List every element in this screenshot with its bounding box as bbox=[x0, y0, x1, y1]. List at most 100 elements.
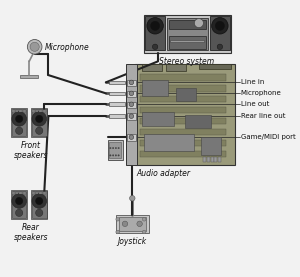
Circle shape bbox=[16, 197, 23, 205]
Bar bbox=[43, 192, 46, 194]
Bar bbox=[127, 113, 136, 120]
Bar bbox=[16, 110, 18, 112]
Circle shape bbox=[36, 197, 43, 205]
Bar bbox=[20, 75, 38, 78]
Circle shape bbox=[32, 194, 46, 208]
Bar bbox=[39, 192, 42, 194]
Bar bbox=[11, 108, 27, 137]
Circle shape bbox=[27, 40, 42, 54]
Text: Stereo system: Stereo system bbox=[160, 57, 214, 66]
Circle shape bbox=[36, 115, 43, 122]
Bar bbox=[169, 20, 206, 29]
Bar bbox=[210, 16, 230, 50]
Circle shape bbox=[36, 127, 43, 134]
Bar bbox=[127, 102, 136, 108]
Bar bbox=[127, 80, 136, 86]
Bar bbox=[167, 18, 208, 50]
Bar bbox=[144, 15, 231, 53]
Bar bbox=[185, 115, 211, 128]
Circle shape bbox=[115, 147, 117, 149]
Text: Front
speakers: Front speakers bbox=[14, 141, 48, 160]
Bar bbox=[140, 74, 226, 81]
Bar bbox=[140, 140, 226, 146]
Bar bbox=[32, 191, 46, 218]
Bar bbox=[12, 191, 26, 218]
Circle shape bbox=[129, 114, 134, 119]
Text: Rear
speakers: Rear speakers bbox=[14, 223, 48, 242]
Bar bbox=[203, 157, 206, 162]
Bar bbox=[176, 88, 196, 101]
Text: Microphone: Microphone bbox=[241, 90, 282, 96]
Bar bbox=[32, 192, 35, 194]
Bar bbox=[218, 157, 221, 162]
Circle shape bbox=[215, 21, 224, 30]
Text: Joystick: Joystick bbox=[118, 237, 147, 246]
Bar bbox=[169, 36, 206, 49]
Bar bbox=[211, 157, 214, 162]
Bar bbox=[12, 192, 15, 194]
Circle shape bbox=[116, 230, 119, 234]
Circle shape bbox=[151, 21, 160, 30]
Circle shape bbox=[152, 44, 158, 50]
Circle shape bbox=[194, 19, 203, 28]
Bar bbox=[19, 110, 22, 112]
Bar bbox=[110, 91, 125, 95]
Text: Line in: Line in bbox=[241, 79, 264, 85]
Circle shape bbox=[36, 209, 43, 217]
Circle shape bbox=[112, 147, 114, 149]
Bar bbox=[140, 96, 226, 102]
Bar bbox=[166, 64, 186, 71]
Bar bbox=[31, 108, 47, 137]
Bar bbox=[110, 114, 125, 118]
Circle shape bbox=[16, 127, 23, 134]
Circle shape bbox=[129, 135, 134, 139]
Bar bbox=[201, 137, 221, 155]
Text: Rear line out: Rear line out bbox=[241, 113, 285, 119]
Bar bbox=[32, 110, 35, 112]
Circle shape bbox=[137, 221, 142, 227]
Bar bbox=[43, 110, 46, 112]
Bar bbox=[36, 110, 38, 112]
Circle shape bbox=[217, 44, 223, 50]
Circle shape bbox=[110, 147, 111, 149]
Circle shape bbox=[212, 18, 228, 34]
Circle shape bbox=[122, 221, 128, 227]
Bar bbox=[11, 190, 27, 219]
Bar bbox=[140, 151, 226, 157]
Text: Audio adapter: Audio adapter bbox=[137, 169, 191, 178]
Bar bbox=[127, 91, 136, 97]
Bar bbox=[144, 134, 194, 151]
Bar bbox=[140, 85, 226, 91]
Bar bbox=[23, 110, 26, 112]
Bar bbox=[127, 134, 136, 141]
Bar bbox=[23, 192, 26, 194]
Circle shape bbox=[142, 217, 146, 221]
Bar bbox=[140, 129, 226, 135]
Bar bbox=[116, 215, 149, 233]
Circle shape bbox=[118, 147, 119, 149]
Bar bbox=[207, 157, 210, 162]
Circle shape bbox=[129, 80, 134, 85]
Text: Game/MIDI port: Game/MIDI port bbox=[241, 134, 296, 140]
Circle shape bbox=[30, 42, 39, 51]
Circle shape bbox=[12, 194, 26, 208]
Bar bbox=[142, 64, 162, 71]
Bar bbox=[140, 107, 226, 113]
Bar bbox=[32, 109, 46, 136]
Circle shape bbox=[129, 91, 134, 96]
Text: Line out: Line out bbox=[241, 101, 269, 107]
Bar bbox=[110, 142, 121, 158]
Circle shape bbox=[130, 196, 135, 201]
Text: Microphone: Microphone bbox=[45, 43, 89, 52]
Bar bbox=[110, 81, 125, 84]
Bar bbox=[12, 110, 15, 112]
Bar bbox=[142, 112, 174, 126]
Circle shape bbox=[115, 155, 117, 156]
Bar bbox=[110, 102, 125, 106]
Circle shape bbox=[16, 115, 23, 122]
Bar bbox=[108, 140, 123, 160]
Bar bbox=[126, 64, 137, 165]
Bar bbox=[36, 192, 38, 194]
Bar bbox=[31, 190, 47, 219]
Circle shape bbox=[129, 102, 134, 107]
